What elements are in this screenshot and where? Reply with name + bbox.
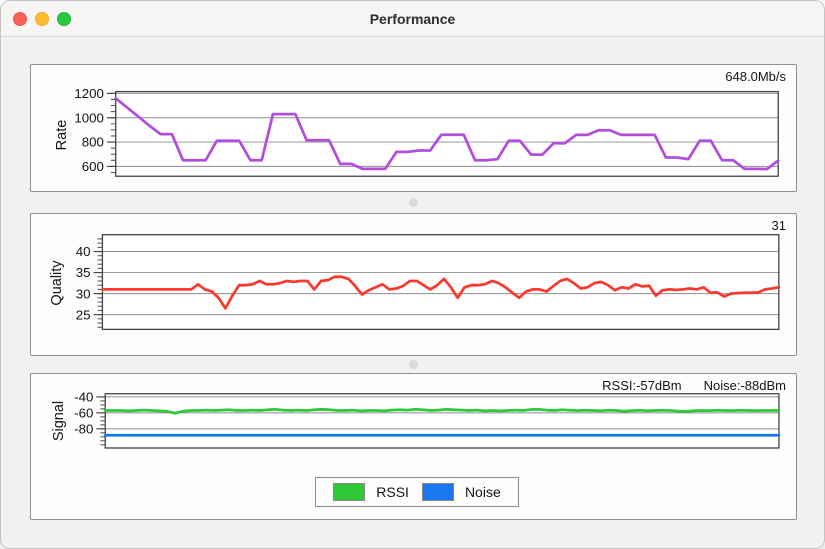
svg-text:25: 25 — [76, 307, 91, 322]
signal-chart-panel: -40 -60 -80 Signal RSSI:-57dBm Noise:-88dBm… — [30, 373, 797, 520]
close-button-icon[interactable] — [13, 12, 27, 26]
splitter-handle-icon[interactable] — [409, 197, 418, 207]
legend-label-rssi: RSSI — [376, 484, 409, 500]
content-area: 600 800 1000 1200 Rate 648.0Mb/s 25 30 35 40 Q… — [1, 37, 824, 548]
signal-chart: -40-60-80 — [74, 390, 781, 449]
quality-chart-panel: 25 30 35 40 Quality 31 — [30, 213, 797, 356]
rate-axis-label: Rate — [54, 119, 70, 151]
rssi-current-value: RSSI:-57dBm — [602, 378, 682, 393]
svg-text:800: 800 — [82, 135, 104, 150]
rssi-color-swatch — [333, 483, 366, 501]
svg-text:-80: -80 — [74, 421, 93, 436]
quality-chart: 25 30 35 40 — [76, 234, 781, 331]
traffic-lights — [13, 12, 71, 26]
panel-splitter[interactable] — [1, 357, 824, 371]
noise-current-value: Noise:-88dBm — [703, 378, 786, 393]
signal-axis-label: Signal — [51, 400, 67, 442]
rate-chart: 600 800 1000 1200 — [74, 86, 780, 177]
window-title: Performance — [369, 11, 456, 27]
svg-text:1200: 1200 — [74, 86, 104, 101]
svg-text:30: 30 — [76, 286, 91, 301]
svg-text:35: 35 — [76, 265, 91, 280]
svg-text:40: 40 — [76, 244, 91, 259]
legend-item-rssi: RSSI — [333, 483, 409, 501]
quality-current-value: 31 — [771, 218, 786, 233]
legend: RSSI Noise — [315, 477, 519, 507]
panel-splitter[interactable] — [1, 195, 824, 209]
legend-label-noise: Noise — [464, 484, 501, 500]
rate-current-value: 648.0Mb/s — [725, 69, 786, 84]
noise-color-swatch — [421, 483, 454, 501]
title-bar[interactable]: Performance — [1, 1, 824, 37]
splitter-handle-icon[interactable] — [409, 359, 418, 369]
rate-chart-panel: 600 800 1000 1200 Rate 648.0Mb/s — [30, 64, 797, 192]
svg-text:1000: 1000 — [74, 110, 104, 125]
signal-current-values: RSSI:-57dBm Noise:-88dBm — [602, 378, 786, 393]
minimize-button-icon[interactable] — [35, 12, 49, 26]
svg-text:600: 600 — [82, 159, 104, 174]
zoom-button-icon[interactable] — [57, 12, 71, 26]
svg-text:-60: -60 — [74, 406, 93, 421]
quality-axis-label: Quality — [49, 260, 65, 306]
legend-item-noise: Noise — [421, 483, 501, 501]
svg-text:-40: -40 — [74, 390, 93, 405]
